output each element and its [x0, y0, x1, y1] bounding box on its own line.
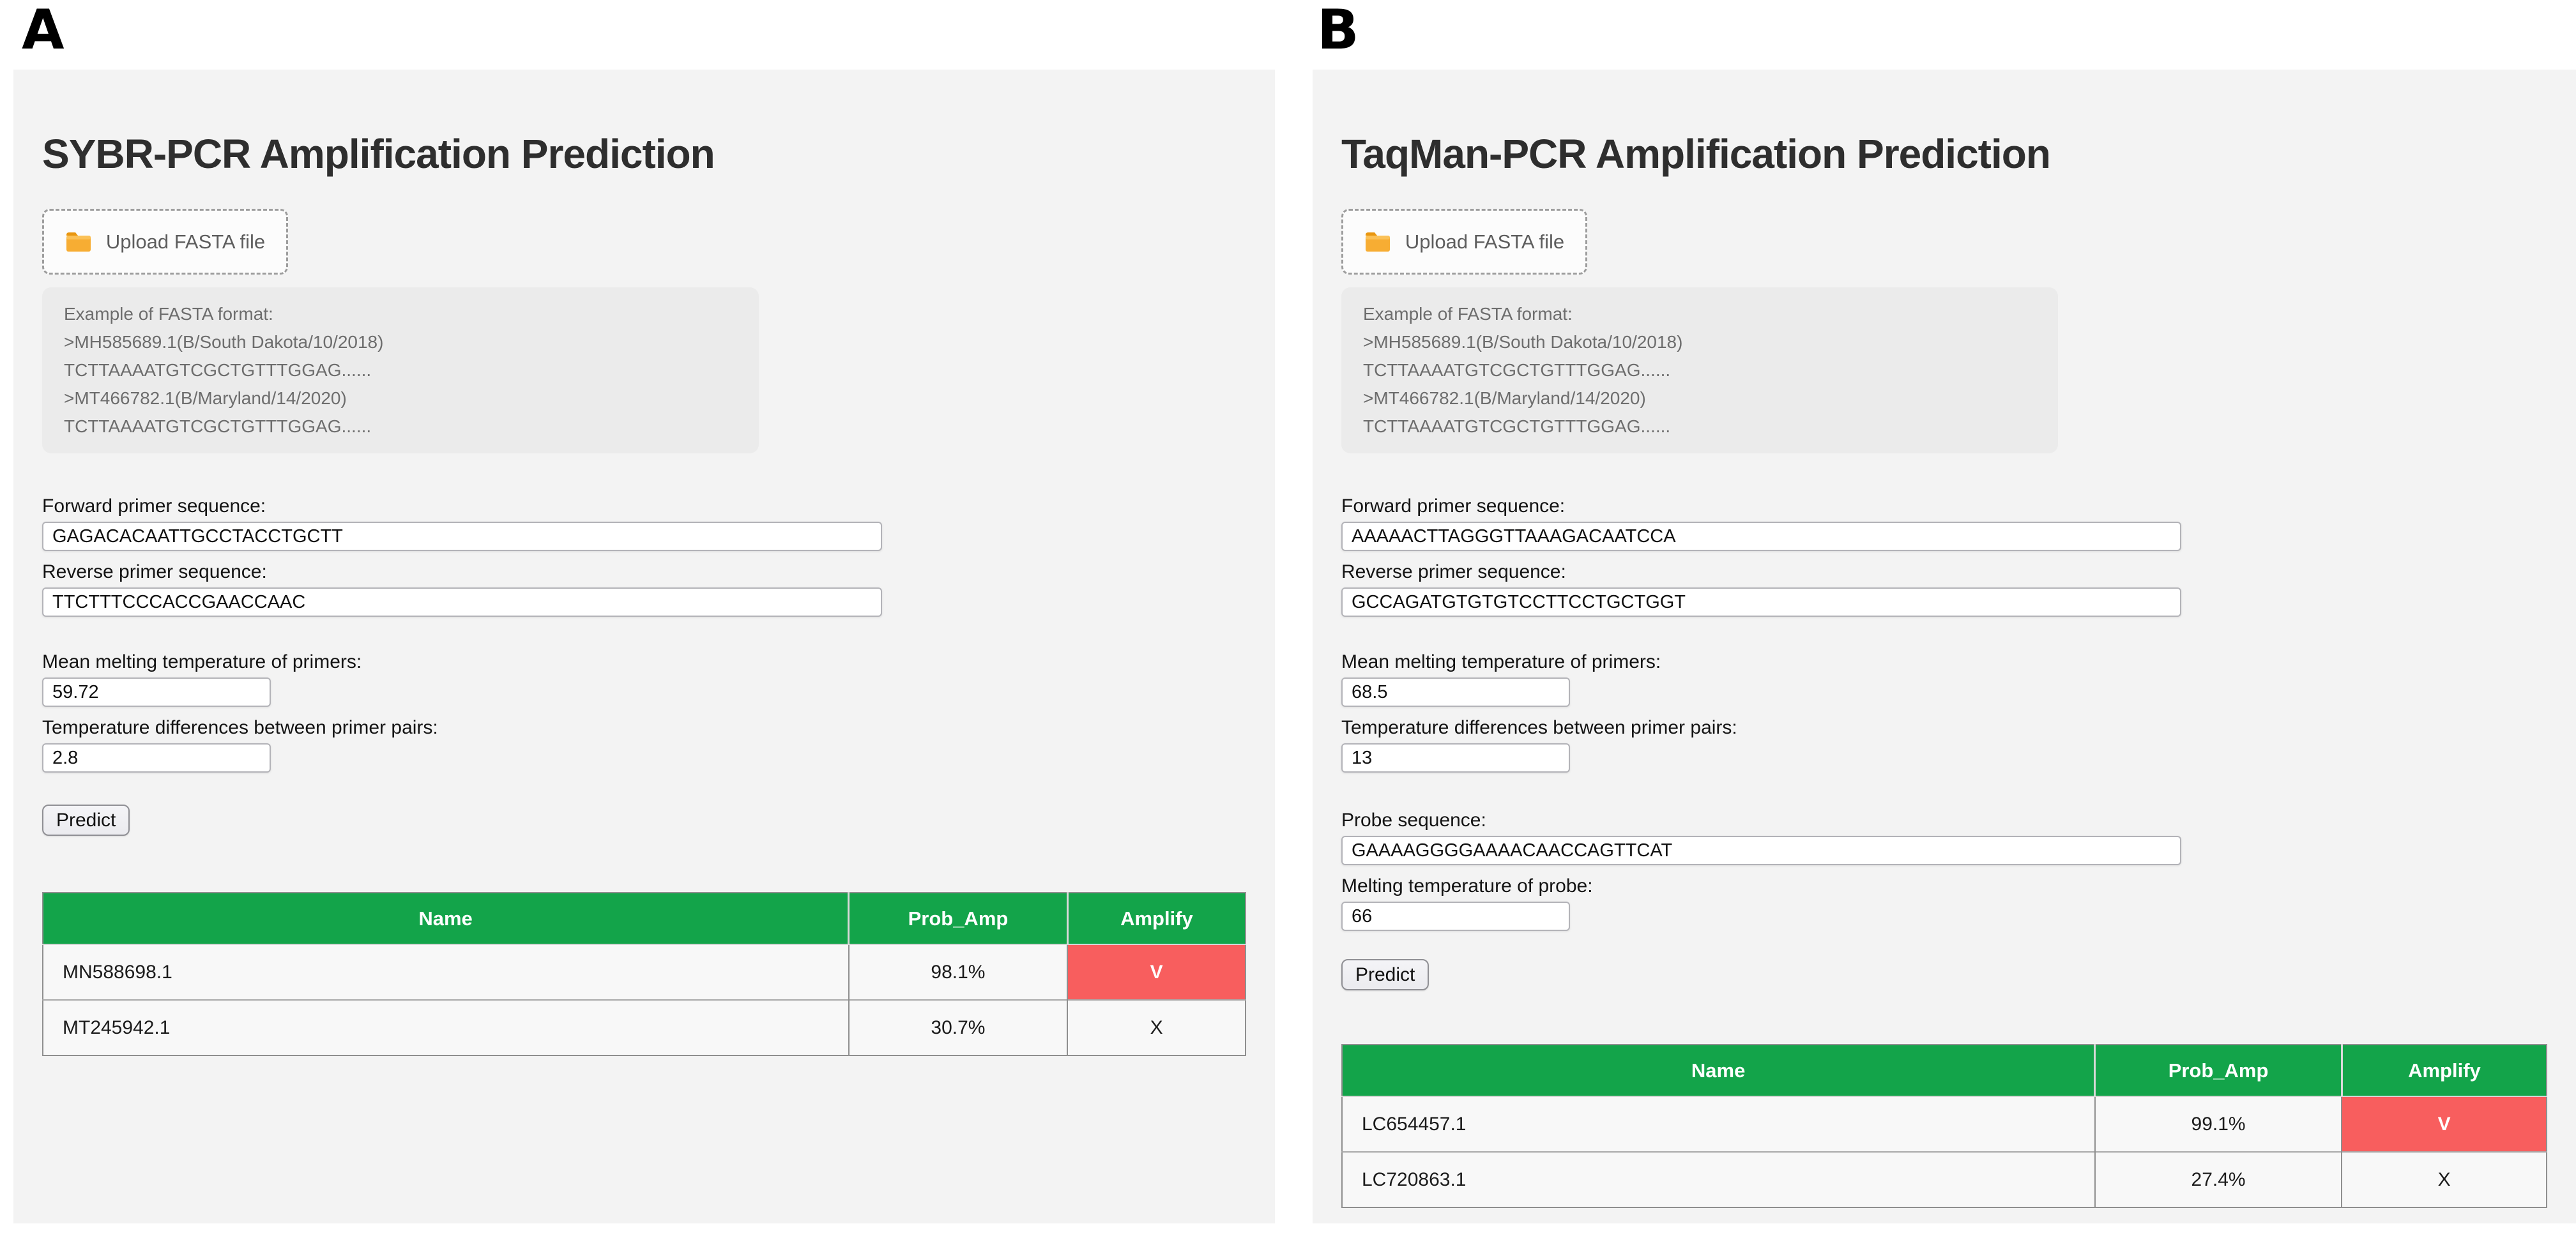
probe-tm-label: Melting temperature of probe: [1341, 875, 1593, 896]
prob-amp-cell: 27.4% [2094, 1151, 2342, 1207]
mean-tm-label: Mean melting temperature of primers: [42, 651, 362, 672]
mean-tm-label: Mean melting temperature of primers: [1341, 651, 1661, 672]
column-header-amplify: Amplify [2340, 1045, 2547, 1097]
panel-label-a: A [22, 0, 65, 62]
column-header-amplify: Amplify [1066, 893, 1246, 945]
table-row: LC654457.1 99.1% V [1342, 1096, 2547, 1152]
upload-fasta-label: Upload FASTA file [105, 230, 266, 253]
predict-button[interactable]: Predict [42, 805, 130, 836]
fasta-example-line: Example of FASTA format: [64, 304, 273, 324]
column-header-name: Name [1342, 1045, 2095, 1097]
fasta-example-line: TCTTAAAATGTCGCTGTTTGGAG...... [64, 416, 372, 436]
upload-fasta-button[interactable]: Upload FASTA file [42, 209, 288, 275]
name-cell: LC720863.1 [1342, 1151, 2095, 1207]
tm-diff-input[interactable] [42, 743, 271, 773]
fasta-example-line: >MT466782.1(B/Maryland/14/2020) [64, 388, 347, 408]
fasta-example-line: >MT466782.1(B/Maryland/14/2020) [1363, 388, 1646, 408]
table-header-row: Name Prob_Amp Amplify [1342, 1045, 2547, 1097]
table-row: MN588698.1 98.1% V [43, 944, 1246, 1000]
reverse-primer-label: Reverse primer sequence: [1341, 561, 1566, 582]
folder-icon [1364, 231, 1391, 253]
tm-diff-label: Temperature differences between primer p… [42, 717, 438, 738]
taqman-panel: TaqMan-PCR Amplification Prediction Uplo… [1313, 70, 2576, 1223]
probe-sequence-label: Probe sequence: [1341, 810, 1486, 831]
tm-diff-label: Temperature differences between primer p… [1341, 717, 1737, 738]
forward-primer-label: Forward primer sequence: [1341, 495, 1566, 517]
probe-tm-input[interactable] [1341, 902, 1570, 931]
tm-diff-input[interactable] [1341, 743, 1570, 773]
predict-button[interactable]: Predict [1341, 959, 1429, 990]
amplify-cell: X [1067, 999, 1246, 1055]
amplify-cell: X [2341, 1151, 2547, 1207]
fasta-example-line: Example of FASTA format: [1363, 304, 1573, 324]
forward-primer-input[interactable] [1341, 522, 2181, 551]
name-cell: MN588698.1 [63, 961, 172, 983]
panel-label-b: B [1317, 0, 1359, 62]
fasta-example-line: TCTTAAAATGTCGCTGTTTGGAG...... [1363, 360, 1671, 380]
fasta-example: Example of FASTA format: >MH585689.1(B/S… [1341, 287, 2058, 453]
name-cell: LC654457.1 [1362, 1113, 1467, 1135]
upload-fasta-label: Upload FASTA file [1405, 230, 1565, 253]
column-header-prob-amp: Prob_Amp [848, 893, 1068, 945]
mean-tm-input[interactable] [1341, 677, 1570, 707]
fasta-example-line: TCTTAAAATGTCGCTGTTTGGAG...... [1363, 416, 1671, 436]
fasta-example-line: >MH585689.1(B/South Dakota/10/2018) [64, 332, 384, 352]
prob-amp-cell: 98.1% [848, 944, 1068, 1000]
prediction-result-table: Name Prob_Amp Amplify MN588698.1 98.1% V… [42, 892, 1246, 1056]
table-row: MT245942.1 30.7% X [43, 999, 1246, 1055]
probe-sequence-input[interactable] [1341, 836, 2181, 865]
reverse-primer-input[interactable] [42, 587, 882, 617]
fasta-example-line: TCTTAAAATGTCGCTGTTTGGAG...... [64, 360, 372, 380]
reverse-primer-input[interactable] [1341, 587, 2181, 617]
page-title: TaqMan-PCR Amplification Prediction [1341, 131, 2051, 177]
amplify-cell: V [1067, 944, 1246, 1000]
amplify-cell: V [2341, 1096, 2547, 1152]
page-title: SYBR-PCR Amplification Prediction [42, 131, 715, 177]
name-cell: MT245942.1 [43, 999, 849, 1055]
reverse-primer-label: Reverse primer sequence: [42, 561, 267, 582]
mean-tm-input[interactable] [42, 677, 271, 707]
fasta-example: Example of FASTA format: >MH585689.1(B/S… [42, 287, 759, 453]
forward-primer-input[interactable] [42, 522, 882, 551]
prediction-result-table: Name Prob_Amp Amplify LC654457.1 99.1% V… [1341, 1044, 2547, 1208]
forward-primer-label: Forward primer sequence: [42, 495, 266, 517]
table-header-row: Name Prob_Amp Amplify [43, 893, 1246, 945]
prob-amp-cell: 30.7% [848, 999, 1068, 1055]
column-header-prob-amp: Prob_Amp [2094, 1045, 2342, 1097]
table-row: LC720863.1 27.4% X [1342, 1151, 2547, 1207]
folder-icon [65, 231, 92, 253]
upload-fasta-button[interactable]: Upload FASTA file [1341, 209, 1587, 275]
fasta-example-line: >MH585689.1(B/South Dakota/10/2018) [1363, 332, 1683, 352]
prob-amp-cell: 99.1% [2094, 1096, 2342, 1152]
column-header-name: Name [43, 893, 849, 945]
sybr-panel: SYBR-PCR Amplification Prediction Upload… [13, 70, 1275, 1223]
